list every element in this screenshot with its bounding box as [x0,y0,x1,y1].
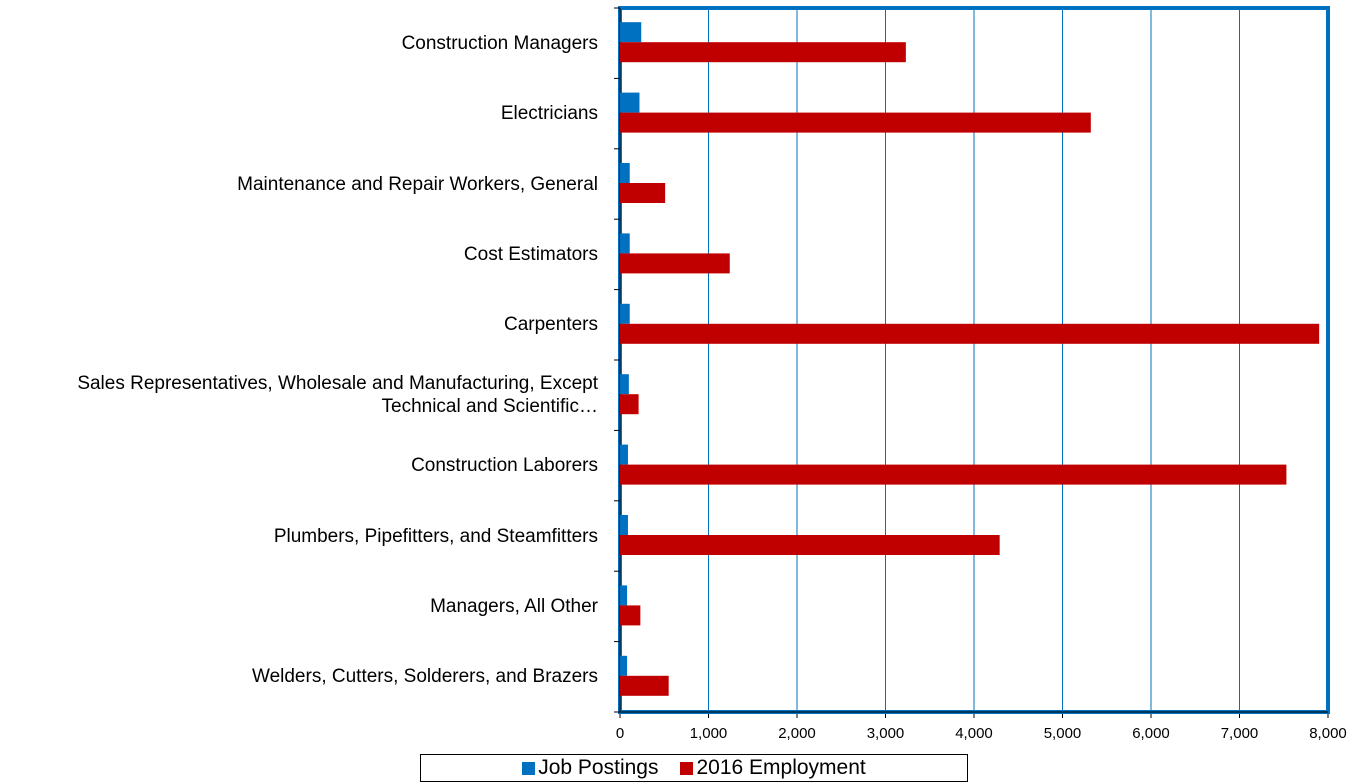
legend-swatch [680,761,694,775]
y-tick-label: Electricians [500,103,598,125]
x-tick-label: 1,000 [690,725,728,742]
bar [620,92,640,113]
legend-item: 2016 Employment [680,756,866,780]
legend-item: Job Postings [522,756,658,780]
legend-label: 2016 Employment [696,756,866,779]
legend: Job Postings 2016 Employment [420,754,968,782]
x-tick-label: 2,000 [778,725,816,742]
y-tick-label: Plumbers, Pipefitters, and Steamfitters [273,525,598,547]
bar [620,515,628,535]
bar [620,303,630,324]
y-tick-label: Construction Managers [401,32,598,54]
legend-label: Job Postings [538,756,659,779]
legend-swatch [522,761,536,775]
bar [620,464,1287,485]
bar [620,183,666,203]
bar [620,253,730,274]
y-tick-label: Carpenters [504,314,598,336]
bar [620,585,628,606]
bar [620,374,629,395]
bar [620,22,642,43]
bar [620,394,639,415]
bar [620,535,1000,555]
x-tick-label: 4,000 [955,725,993,742]
x-tick-label: 3,000 [867,725,905,742]
bar [620,444,628,465]
bar [620,112,1091,133]
x-tick-label: 7,000 [1221,725,1259,742]
bar [620,163,630,183]
y-tick-label: Maintenance and Repair Workers, General [237,173,598,195]
bar [620,323,1320,344]
y-tick-label: Welders, Cutters, Solderers, and Brazers [251,666,598,688]
y-tick-label: Cost Estimators [463,243,598,265]
bar [620,655,628,676]
bar [620,675,669,696]
bar [620,42,906,63]
y-tick-label: Managers, All Other [430,595,598,617]
x-tick-label: 8,000 [1309,725,1347,742]
y-tick-label: Construction Laborers [411,455,598,477]
x-tick-label: 0 [616,725,624,742]
y-tick-label: Sales Representatives, Wholesale and Man… [77,373,598,418]
bar [620,605,641,626]
x-tick-label: 5,000 [1044,725,1082,742]
x-tick-label: 6,000 [1132,725,1170,742]
bar [620,233,630,254]
